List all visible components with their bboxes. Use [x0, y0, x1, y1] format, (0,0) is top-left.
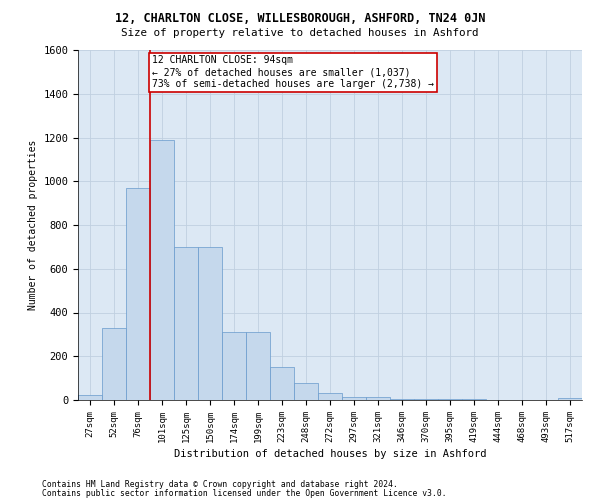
Bar [102, 328, 126, 400]
Bar [462, 399, 486, 400]
Bar [558, 398, 582, 400]
Y-axis label: Number of detached properties: Number of detached properties [28, 140, 38, 310]
Bar [414, 399, 438, 400]
Bar [126, 188, 150, 400]
Bar [438, 399, 462, 400]
Bar [294, 382, 318, 400]
Text: 12, CHARLTON CLOSE, WILLESBOROUGH, ASHFORD, TN24 0JN: 12, CHARLTON CLOSE, WILLESBOROUGH, ASHFO… [115, 12, 485, 26]
Bar [366, 396, 390, 400]
Bar [390, 399, 414, 400]
Text: Contains public sector information licensed under the Open Government Licence v3: Contains public sector information licen… [42, 490, 446, 498]
Bar [270, 367, 294, 400]
Text: Contains HM Land Registry data © Crown copyright and database right 2024.: Contains HM Land Registry data © Crown c… [42, 480, 398, 489]
Bar [150, 140, 174, 400]
Bar [318, 394, 342, 400]
X-axis label: Distribution of detached houses by size in Ashford: Distribution of detached houses by size … [174, 449, 486, 459]
Bar [342, 396, 366, 400]
Text: 12 CHARLTON CLOSE: 94sqm
← 27% of detached houses are smaller (1,037)
73% of sem: 12 CHARLTON CLOSE: 94sqm ← 27% of detach… [152, 56, 434, 88]
Bar [246, 332, 270, 400]
Bar [198, 247, 222, 400]
Bar [222, 332, 246, 400]
Bar [174, 247, 198, 400]
Text: Size of property relative to detached houses in Ashford: Size of property relative to detached ho… [121, 28, 479, 38]
Bar [78, 394, 102, 400]
